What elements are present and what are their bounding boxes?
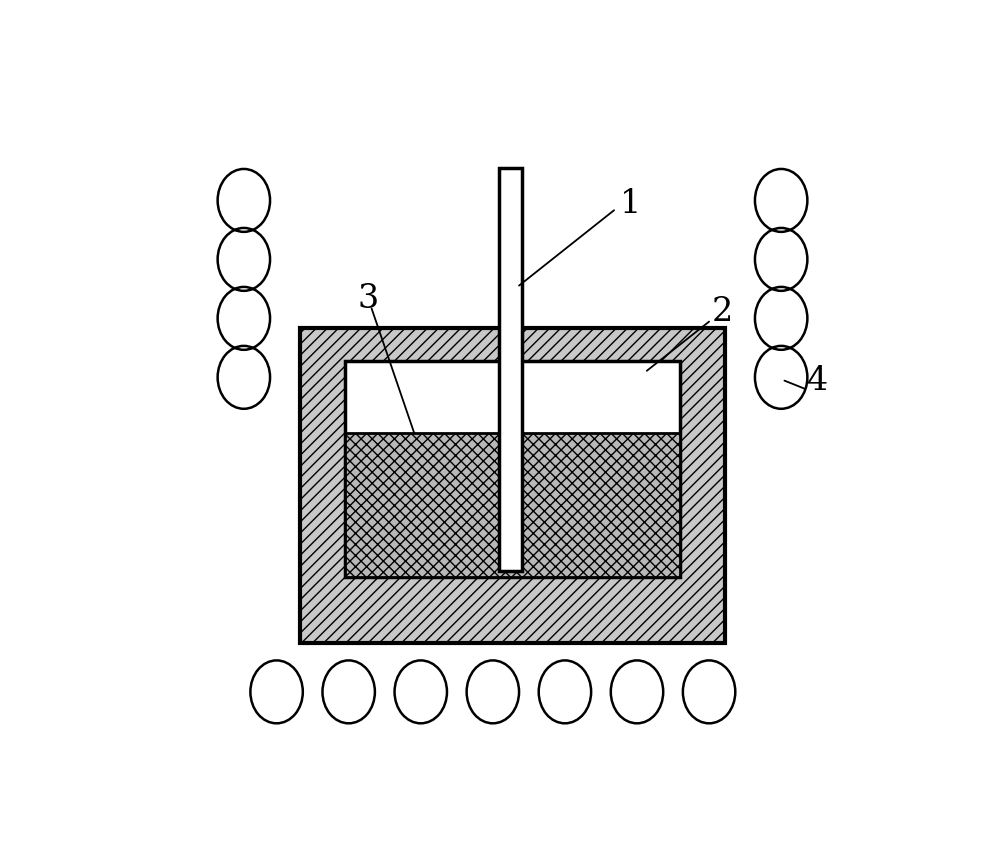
Text: 1: 1 (620, 188, 641, 220)
Bar (499, 168, 522, 571)
Text: 4: 4 (807, 364, 828, 397)
Bar (300, 328, 725, 643)
Bar (345, 433, 680, 577)
Text: 2: 2 (712, 296, 733, 328)
Text: 3: 3 (358, 283, 379, 315)
Bar (345, 361, 680, 577)
